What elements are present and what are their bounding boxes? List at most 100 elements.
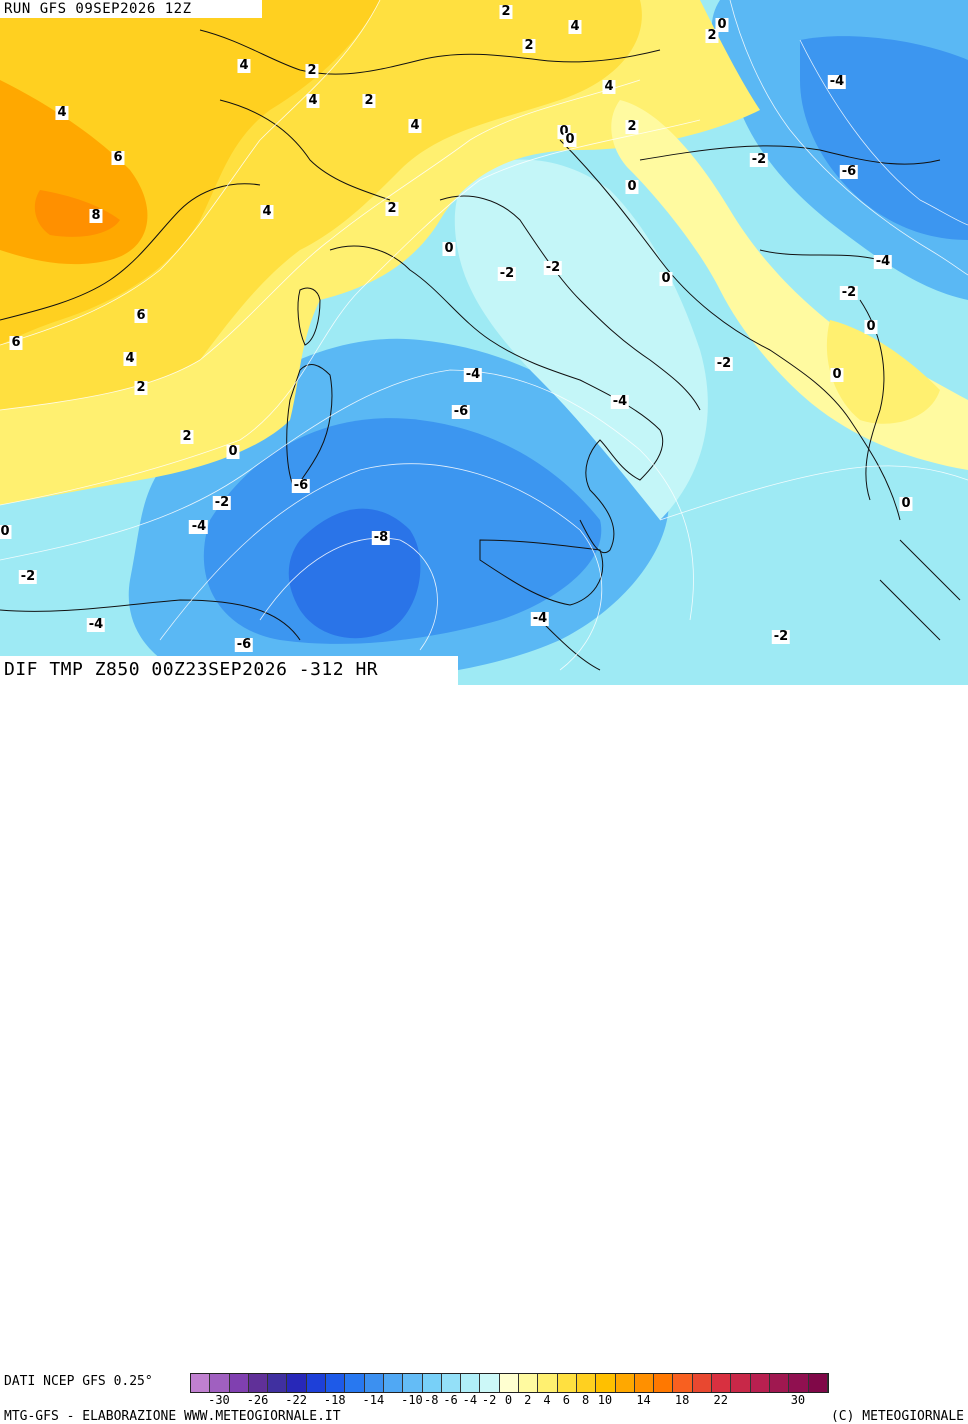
colorbar-tick-label: -4 [462, 1393, 478, 1407]
contour-label: -4 [873, 254, 893, 269]
contour-label: 2 [134, 380, 148, 395]
colorbar-tick-label: -26 [246, 1393, 269, 1407]
contour-label: 0 [830, 367, 844, 382]
map-area: 2 4 2 0 4 2 4 2 4 4 4 0 2 2 -4 -2 -6 6 0 8 4 2 0 -2 -2 -4 0 -2 6 0 6 4-… [0, 0, 968, 685]
colorbar-tick-label: 2 [524, 1393, 532, 1407]
colorbar-cell [808, 1374, 828, 1392]
contour-label: 2 [385, 201, 399, 216]
contour-label: -4 [189, 519, 209, 534]
contour-label: -4 [463, 367, 483, 382]
warm-anomaly-peak [34, 190, 120, 237]
colorbar-tick-label: -8 [424, 1393, 439, 1407]
contour-label: 4 [260, 204, 274, 219]
contour-label: 4 [123, 351, 137, 366]
colorbar-tick-label: 10 [597, 1393, 613, 1407]
contour-label: 0 [659, 271, 673, 286]
colorbar-tick-label: 8 [582, 1393, 590, 1407]
colorbar-tick-label: -6 [443, 1393, 458, 1407]
contour-label: 0 [864, 319, 878, 334]
colorbar-cell [461, 1374, 481, 1392]
colorbar-cell [769, 1374, 790, 1392]
colorbar-cell [634, 1374, 655, 1392]
colorbar-tick-label: 6 [562, 1393, 570, 1407]
colorbar-tick-labels: -30 -26 -22 -18 -14 -10 -8 -6 -4 -2 0 2 4 6 8 10 14 18 22 3… [190, 1393, 968, 1409]
contour-label: -2 [212, 495, 232, 510]
contour-label: 4 [568, 19, 582, 34]
colorbar-tick-label: 14 [636, 1393, 651, 1407]
colorbar-tick-label: -14 [362, 1393, 385, 1407]
contour-label: 0 [563, 132, 577, 147]
contour-label: 4 [237, 58, 251, 73]
colorbar [190, 1373, 829, 1393]
contour-label: 0 [442, 241, 456, 256]
colorbar-tick-label: 0 [504, 1393, 513, 1407]
contour-label: 6 [111, 150, 125, 165]
contour-label: 0 [0, 524, 12, 539]
contour-label: 2 [625, 119, 639, 134]
colorbar-cell [248, 1374, 269, 1392]
colorbar-tick-label: -22 [285, 1393, 307, 1407]
colorbar-cell [480, 1374, 500, 1392]
colorbar-cell [712, 1374, 732, 1392]
contour-label: 2 [499, 4, 513, 19]
colorbar-cell [306, 1374, 327, 1392]
contour-label: -2 [543, 260, 563, 275]
colorbar-tick-label: -30 [208, 1393, 230, 1407]
colorbar-cell [538, 1374, 558, 1392]
contour-label: 2 [305, 63, 319, 78]
colorbar-cell [615, 1374, 635, 1392]
contour-label: 0 [625, 179, 639, 194]
contour-label: 2 [522, 38, 536, 53]
colorbar-cell [383, 1374, 404, 1392]
contour-label: 4 [55, 105, 69, 120]
contour-label: 4 [306, 93, 320, 108]
colorbar-cell [557, 1374, 577, 1392]
colorbar-cell [422, 1374, 442, 1392]
coastlines-and-borders [0, 29, 961, 671]
colorbar-cell [596, 1374, 616, 1392]
contour-label: 4 [602, 79, 616, 94]
contour-label: 2 [362, 93, 376, 108]
colorbar-cell [345, 1374, 365, 1392]
data-source-text: DATI NCEP GFS 0.25° [4, 1374, 153, 1389]
colorbar-cell [229, 1374, 249, 1392]
colorbar-cell [287, 1374, 307, 1392]
contour-label: 8 [89, 208, 103, 223]
temperature-anomaly-map [0, 0, 968, 685]
contour-label: 0 [226, 444, 240, 459]
contour-label: -6 [291, 478, 311, 493]
colorbar-tick-label: 4 [543, 1393, 551, 1407]
colorbar-tick-label: 30 [790, 1393, 806, 1407]
contour-label: 2 [705, 28, 719, 43]
contour-label: -6 [234, 637, 254, 652]
contour-label: -2 [749, 152, 769, 167]
colorbar-cell [268, 1374, 288, 1392]
colorbar-cell [499, 1374, 520, 1392]
run-title: RUN GFS 09SEP2026 12Z [0, 0, 262, 18]
contour-label: 6 [9, 335, 23, 350]
colorbar-cell [731, 1374, 751, 1392]
contour-label: -6 [451, 404, 471, 419]
colorbar-tick-label: 22 [713, 1393, 728, 1407]
contour-label: 0 [899, 496, 913, 511]
colorbar-cell [576, 1374, 597, 1392]
colorbar-cell [191, 1374, 211, 1392]
contour-label: -2 [839, 285, 859, 300]
contour-label: 2 [180, 429, 194, 444]
contour-label: -8 [371, 530, 391, 545]
contour-label: -4 [530, 611, 550, 626]
colorbar-cell [789, 1374, 809, 1392]
colorbar-cell [750, 1374, 770, 1392]
contour-label: -2 [771, 629, 791, 644]
contour-label: -6 [839, 164, 859, 179]
credit-left: MTG-GFS - ELABORAZIONE WWW.METEOGIORNALE… [4, 1409, 341, 1424]
colorbar-cell [654, 1374, 674, 1392]
contour-label: -4 [610, 394, 630, 409]
adriatic-neutral-region [454, 159, 708, 520]
contour-label: -2 [714, 356, 734, 371]
contour-label: -2 [18, 569, 38, 584]
colorbar-tick-label: -2 [481, 1393, 497, 1407]
colorbar-tick-label: 18 [674, 1393, 690, 1407]
colorbar-cell [673, 1374, 693, 1392]
colorbar-tick-label: -18 [323, 1393, 346, 1407]
